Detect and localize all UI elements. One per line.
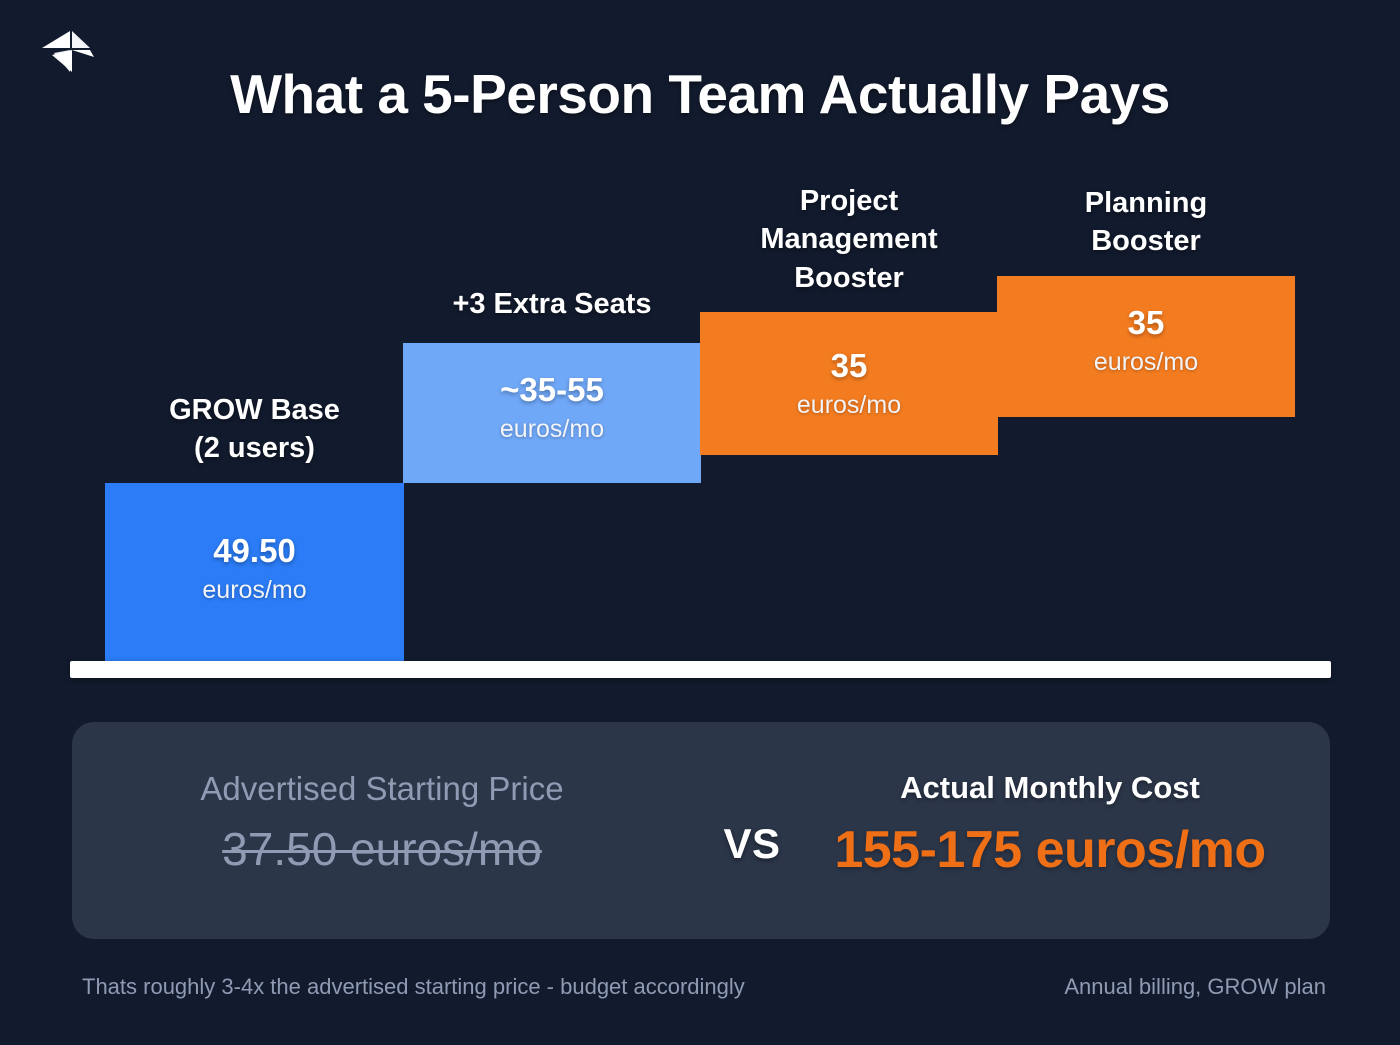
- page-title: What a 5-Person Team Actually Pays: [230, 63, 1170, 125]
- bar-project-management-booster: Project Management Booster 35 euros/mo: [700, 185, 998, 455]
- bar-value: 49.50: [213, 532, 296, 569]
- bar-fill: [105, 483, 404, 663]
- bar-planning-booster: Planning Booster 35 euros/mo: [997, 187, 1295, 417]
- bar-caption-line2: (2 users): [194, 432, 315, 465]
- bar-value: ~35-55: [500, 371, 604, 408]
- bar-value: 35: [830, 347, 868, 384]
- waterfall-chart: GROW Base (2 users) 49.50 euros/mo +3 Ex…: [70, 185, 1331, 678]
- bar-caption-line1: Project: [799, 185, 899, 217]
- bar-fill: [997, 276, 1295, 417]
- bar-extra-seats: +3 Extra Seats ~35-55 euros/mo: [403, 288, 701, 483]
- bar-unit: euros/mo: [1093, 348, 1199, 376]
- advertised-price-value: 37.50 euros/mo: [222, 823, 542, 875]
- bar-caption: Project Management Booster: [660, 182, 1038, 297]
- bar-value: 35: [1127, 304, 1165, 341]
- bar-caption: +3 Extra Seats: [363, 285, 741, 323]
- vs-separator: VS: [723, 820, 781, 867]
- bar-caption: GROW Base (2 users): [65, 391, 444, 468]
- chart-baseline: [70, 661, 1331, 678]
- bar-unit: euros/mo: [499, 415, 605, 443]
- bar-caption-line3: Booster: [794, 261, 904, 294]
- advertised-price-block: Advertised Starting Price 37.50 euros/mo: [72, 722, 692, 939]
- bar-caption-line1: GROW Base: [169, 394, 340, 426]
- bar-caption: Planning Booster: [957, 184, 1335, 261]
- comparison-panel: Advertised Starting Price 37.50 euros/mo…: [72, 722, 1330, 939]
- bar-caption-line1: Planning: [1084, 187, 1208, 219]
- actual-cost-label: Actual Monthly Cost: [900, 770, 1200, 805]
- footer-meta: Annual billing, GROW plan: [1064, 974, 1326, 999]
- actual-cost-block: Actual Monthly Cost 155-175 euros/mo: [770, 722, 1330, 939]
- footer-note: Thats roughly 3-4x the advertised starti…: [82, 974, 745, 999]
- advertised-price-label: Advertised Starting Price: [200, 770, 564, 807]
- bar-unit: euros/mo: [796, 391, 902, 419]
- pinwheel-origami-logo-icon: [32, 22, 102, 78]
- bar-caption-line2: Management: [760, 223, 938, 256]
- bar-caption-line2: Booster: [1091, 225, 1201, 258]
- actual-cost-value: 155-175 euros/mo: [834, 821, 1266, 879]
- bar-fill: [403, 343, 701, 483]
- bar-caption-line1: +3 Extra Seats: [452, 288, 652, 320]
- bar-fill: [700, 312, 998, 455]
- bar-unit: euros/mo: [202, 576, 307, 604]
- bar-grow-base: GROW Base (2 users) 49.50 euros/mo: [105, 394, 404, 663]
